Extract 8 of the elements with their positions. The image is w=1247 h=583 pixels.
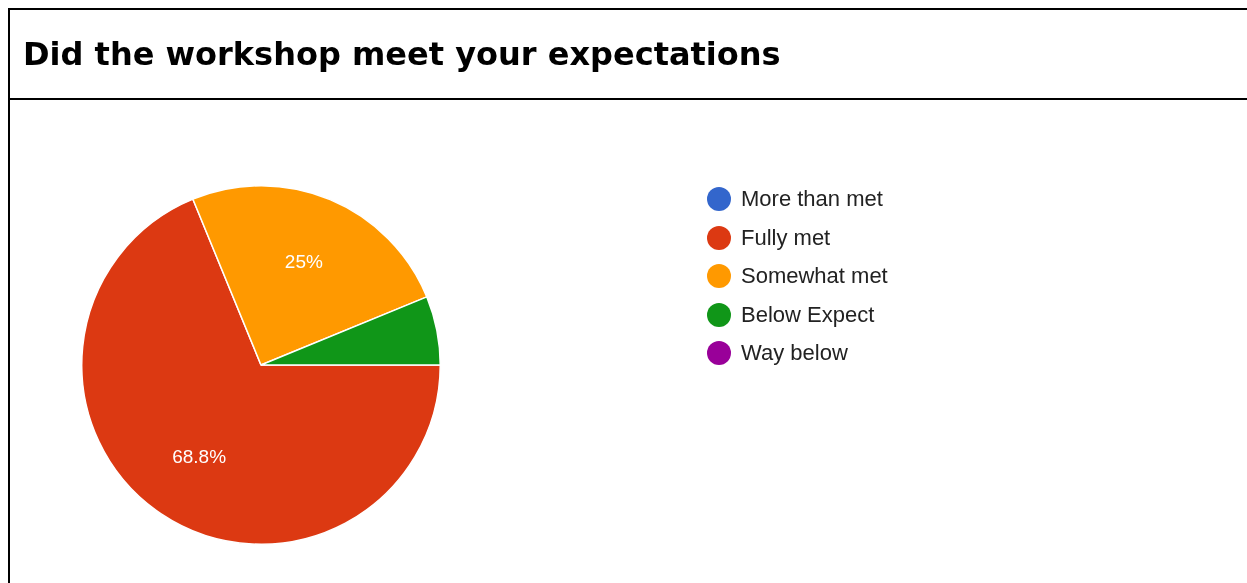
chart-title: Did the workshop meet your expectations — [10, 10, 1247, 100]
data-label: 25% — [284, 250, 323, 272]
legend-label: Fully met — [741, 224, 831, 251]
legend-label: Way below — [741, 340, 848, 367]
legend-label: Somewhat met — [741, 263, 888, 290]
legend-label: Below Expect — [741, 301, 875, 328]
data-label: 68.8% — [172, 445, 227, 467]
legend-label: More than met — [741, 186, 883, 213]
